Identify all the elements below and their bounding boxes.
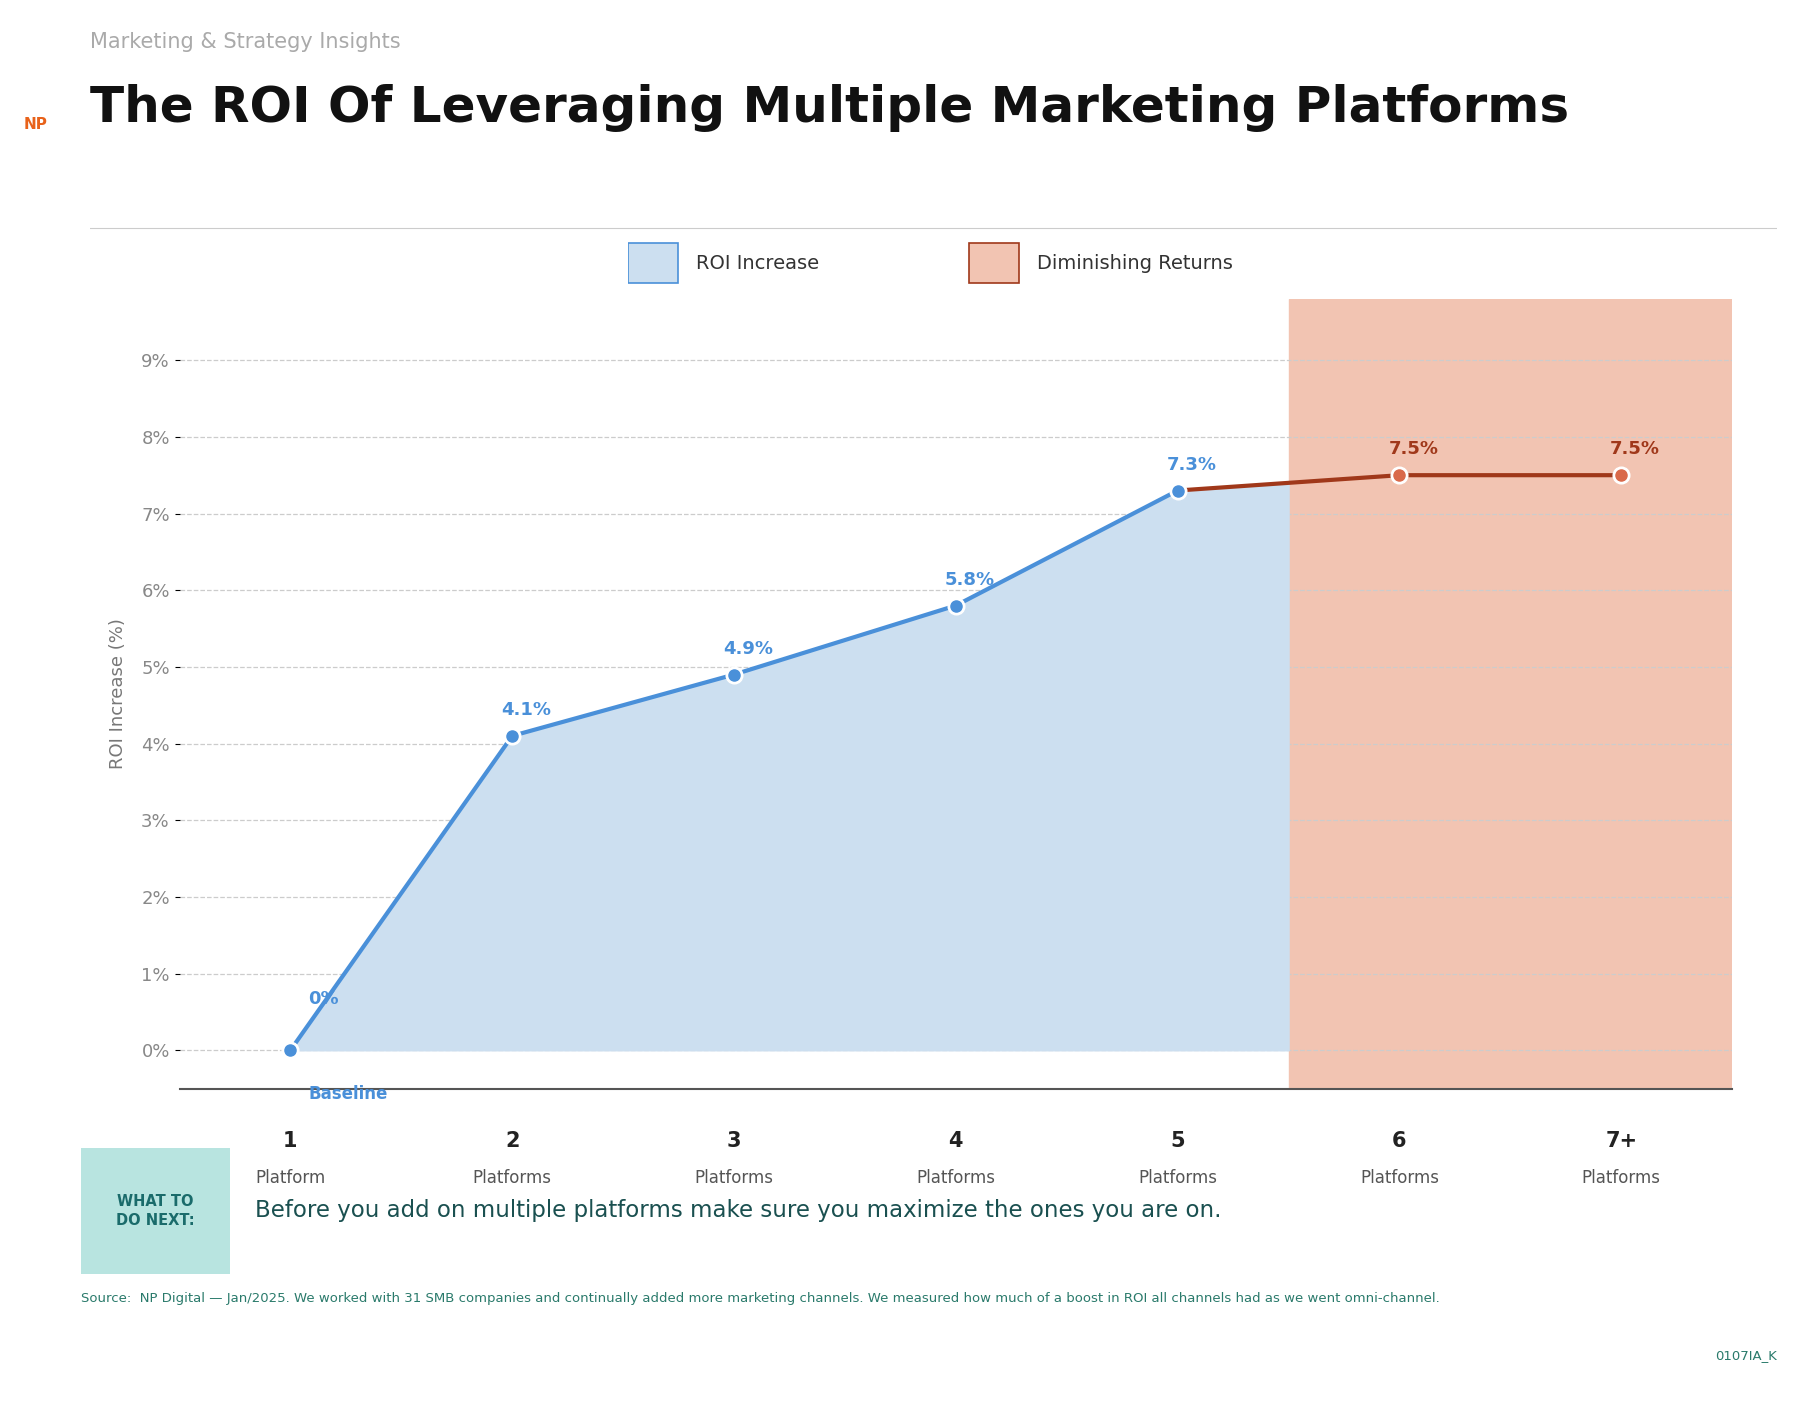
FancyBboxPatch shape xyxy=(7,57,65,192)
Text: ROI Increase: ROI Increase xyxy=(696,253,819,273)
Text: Diminishing Returns: Diminishing Returns xyxy=(1038,253,1233,273)
Text: 7.5%: 7.5% xyxy=(1610,440,1660,458)
Text: Platforms: Platforms xyxy=(1138,1170,1217,1187)
Text: Platforms: Platforms xyxy=(695,1170,774,1187)
Text: 7.3%: 7.3% xyxy=(1167,455,1217,474)
Text: 5.8%: 5.8% xyxy=(944,571,994,589)
Y-axis label: ROI Increase (%): ROI Increase (%) xyxy=(109,618,127,770)
Text: 4.1%: 4.1% xyxy=(501,702,551,719)
Text: Platforms: Platforms xyxy=(1361,1170,1440,1187)
Text: Marketing & Strategy Insights: Marketing & Strategy Insights xyxy=(90,33,400,53)
Text: Platforms: Platforms xyxy=(1581,1170,1660,1187)
Bar xyxy=(1289,299,1732,1089)
Text: 4.9%: 4.9% xyxy=(723,640,774,657)
Text: 3: 3 xyxy=(727,1131,741,1151)
Text: 4: 4 xyxy=(948,1131,964,1151)
Text: Platforms: Platforms xyxy=(915,1170,996,1187)
Text: Platforms: Platforms xyxy=(472,1170,551,1187)
Text: The ROI Of Leveraging Multiple Marketing Platforms: The ROI Of Leveraging Multiple Marketing… xyxy=(90,84,1569,132)
Text: Platform: Platform xyxy=(255,1170,325,1187)
FancyBboxPatch shape xyxy=(628,243,679,283)
Text: 0107IA_K: 0107IA_K xyxy=(1716,1349,1777,1362)
Text: WHAT TO
DO NEXT:: WHAT TO DO NEXT: xyxy=(117,1194,194,1228)
Text: 7.5%: 7.5% xyxy=(1388,440,1438,458)
Text: 6: 6 xyxy=(1393,1131,1407,1151)
Text: 5: 5 xyxy=(1170,1131,1185,1151)
Text: 7+: 7+ xyxy=(1605,1131,1637,1151)
Text: Baseline: Baseline xyxy=(309,1084,388,1103)
Text: Source:  NP Digital — Jan/2025. We worked with 31 SMB companies and continually : Source: NP Digital — Jan/2025. We worked… xyxy=(81,1292,1440,1305)
Text: digital: digital xyxy=(29,305,43,350)
Text: NP: NP xyxy=(23,117,48,132)
FancyBboxPatch shape xyxy=(969,243,1020,283)
Text: 2: 2 xyxy=(504,1131,519,1151)
Text: 1: 1 xyxy=(284,1131,298,1151)
Text: 0%: 0% xyxy=(309,990,339,1007)
Text: Before you add on multiple platforms make sure you maximize the ones you are on.: Before you add on multiple platforms mak… xyxy=(255,1200,1222,1222)
FancyBboxPatch shape xyxy=(81,1148,230,1274)
